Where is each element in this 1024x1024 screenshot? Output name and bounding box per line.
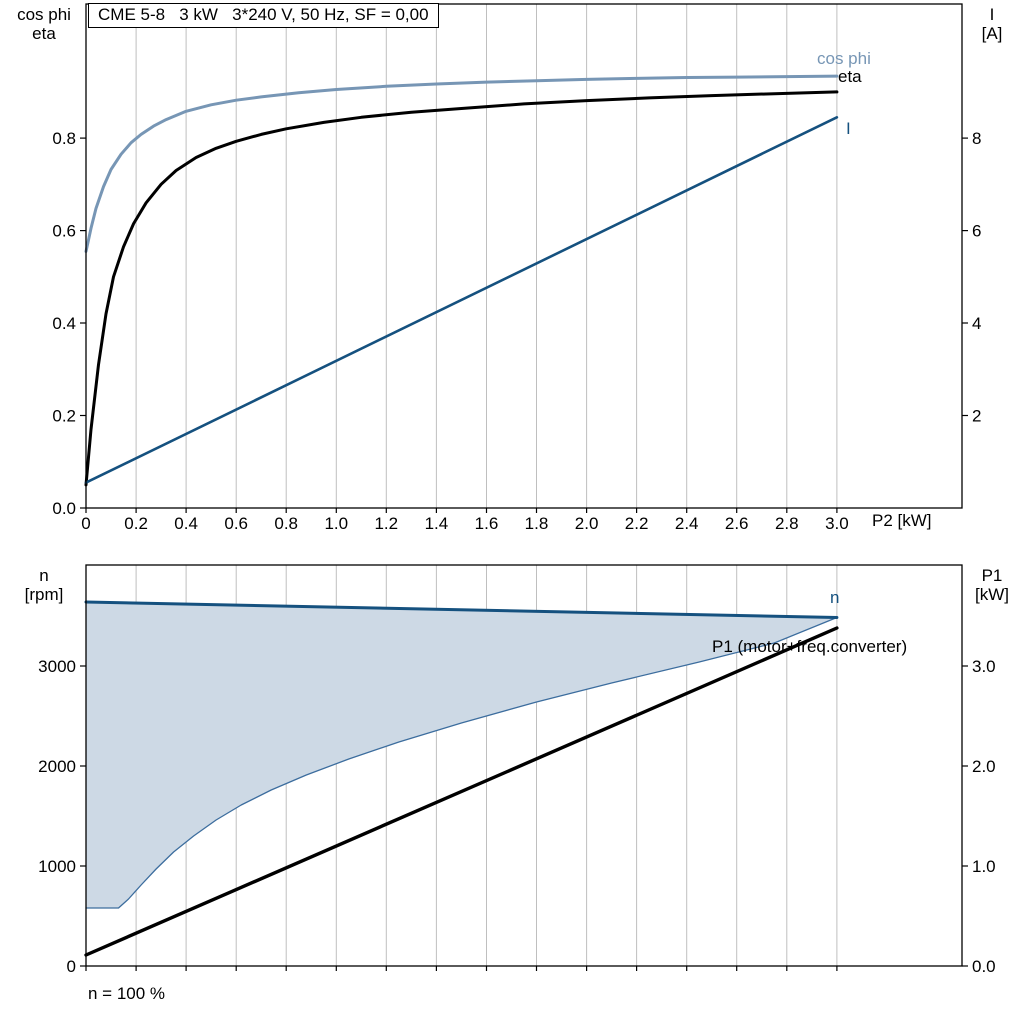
left-axis-title-line2: eta: [32, 24, 56, 43]
x-tick-label: 0: [81, 514, 90, 533]
chart-title-box: CME 5-8 3 kW 3*240 V, 50 Hz, SF = 0,00: [88, 3, 439, 28]
series-i: [84, 116, 839, 484]
y-left-tick-label: 3000: [38, 657, 76, 676]
y-right-tick-label: 8: [972, 129, 981, 148]
y-right-tick-label: 6: [972, 222, 981, 241]
right-axis-title-line2: [A]: [981, 24, 1003, 43]
y-left-tick-label: 1000: [38, 857, 76, 876]
p1-axis-title-line2: [kW]: [975, 585, 1009, 604]
y-right-tick-label: 3.0: [972, 657, 996, 676]
bottom-left-axis-title: n [rpm]: [4, 566, 84, 604]
y-left-tick-label: 2000: [38, 757, 76, 776]
top-right-axis-title: I [A]: [964, 5, 1020, 43]
speed-axis-title-line1: n: [39, 566, 49, 585]
series-eta: [84, 90, 839, 487]
x-tick-label: 2.8: [775, 514, 799, 533]
x-tick-label: 1.0: [324, 514, 348, 533]
curve-label-speed: n: [830, 588, 840, 607]
y-left-tick-label: 0.4: [52, 314, 76, 333]
chart-area-0: 0 0.2 0.4 0.6 0.8 1.0 1.2 1.4 1.6 1.8 2.0 2.2 2.4 2.6…: [52, 3, 981, 533]
x-tick-label: 0.4: [174, 514, 198, 533]
curve-label-p1: P1 (motor+freq.converter): [712, 637, 908, 656]
x-tick-label: 0.2: [124, 514, 148, 533]
y-left-tick-label: 0.8: [52, 129, 76, 148]
y-right-tick-label: 4: [972, 314, 981, 333]
x-tick-label: 2.0: [575, 514, 599, 533]
y-left-tick-label: 0.6: [52, 222, 76, 241]
speed-annotation: n = 100 %: [88, 984, 166, 1003]
x-tick-label: 0.8: [274, 514, 298, 533]
y-left-tick-label: 0.0: [52, 499, 76, 518]
x-tick-label: 1.6: [475, 514, 499, 533]
speed-axis-title-line2: [rpm]: [24, 585, 64, 604]
series-speed-control-range: [85, 616, 838, 909]
series-p1-motor-freq-converter: [84, 626, 839, 957]
y-right-tick-label: 0.0: [972, 957, 996, 976]
x-tick-label: 1.2: [374, 514, 398, 533]
x-axis-label: P2 [kW]: [872, 511, 932, 530]
curve-label-current: I: [846, 119, 851, 138]
series-n: [84, 600, 839, 619]
y-right-tick-label: 2: [972, 407, 981, 426]
x-tick-label: 2.6: [725, 514, 749, 533]
x-tick-label: 2.2: [625, 514, 649, 533]
x-tick-label: 0.6: [224, 514, 248, 533]
x-tick-label: 1.8: [525, 514, 549, 533]
y-left-tick-label: 0.2: [52, 407, 76, 426]
chart-area-1: 0 1000 2000 3000 0.0 1.0 2.0 3.0: [38, 564, 996, 976]
curve-label-cos-phi: cos phi: [817, 49, 871, 68]
y-left-tick-label: 0: [67, 957, 76, 976]
bottom-right-axis-title: P1 [kW]: [964, 566, 1020, 604]
y-right-tick-label: 2.0: [972, 757, 996, 776]
x-tick-label: 2.4: [675, 514, 699, 533]
right-axis-title-line1: I: [989, 5, 995, 24]
x-tick-label: 3.0: [825, 514, 849, 533]
top-left-axis-title: cos phi eta: [4, 5, 84, 43]
x-tick-label: 1.4: [425, 514, 449, 533]
curve-label-eta: eta: [838, 67, 862, 86]
area-speed-control-range: [86, 602, 837, 908]
series-cos-phi: [84, 74, 839, 253]
y-right-tick-label: 1.0: [972, 857, 996, 876]
p1-axis-title-line1: P1: [981, 566, 1003, 585]
left-axis-title-line1: cos phi: [17, 5, 71, 24]
plot-frame: [85, 3, 963, 509]
